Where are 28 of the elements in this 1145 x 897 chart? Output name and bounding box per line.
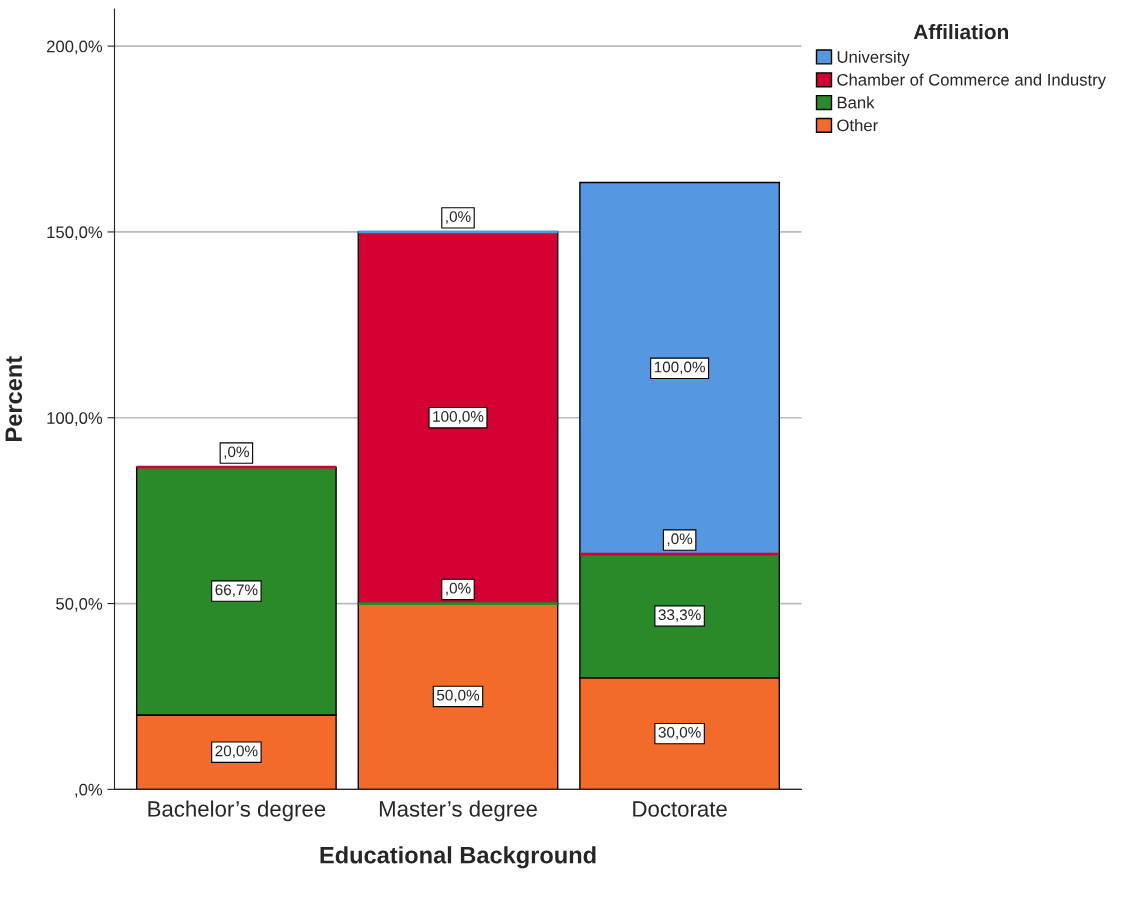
legend-title: Affiliation <box>913 23 1009 40</box>
data-label: ,0% <box>667 533 693 546</box>
y-tick-label: ,0% <box>75 783 103 798</box>
legend-label: University <box>837 50 910 67</box>
y-tick-label: 100,0% <box>47 412 103 426</box>
data-label: 100,0% <box>433 411 484 424</box>
legend-label: Chamber of Commerce and Industry <box>837 73 1107 89</box>
y-tick-label: 50,0% <box>56 597 103 612</box>
legend-label: Bank <box>837 96 875 109</box>
data-label: 33,3% <box>658 609 701 622</box>
x-tick-label: Doctorate <box>633 801 727 817</box>
data-label: 66,7% <box>215 584 258 598</box>
data-label: 50,0% <box>436 689 480 703</box>
data-label: ,0% <box>446 582 471 596</box>
y-tick-label: 150,0% <box>47 226 103 241</box>
bar <box>357 231 559 605</box>
x-axis-title: Educational Background <box>320 846 596 869</box>
y-tick-label: 200,0% <box>47 40 103 55</box>
data-label: ,0% <box>224 446 250 460</box>
bar <box>357 602 559 790</box>
data-label: 20,0% <box>215 745 258 759</box>
legend-label: Other <box>837 119 878 132</box>
x-tick-label: Bachelor’s degree <box>148 800 326 822</box>
data-label: 30,0% <box>658 726 701 740</box>
data-label: 100,0% <box>654 361 705 375</box>
x-tick-label: Master’s degree <box>379 800 537 822</box>
data-label: ,0% <box>446 211 471 224</box>
y-axis-title: Percent <box>5 356 23 441</box>
